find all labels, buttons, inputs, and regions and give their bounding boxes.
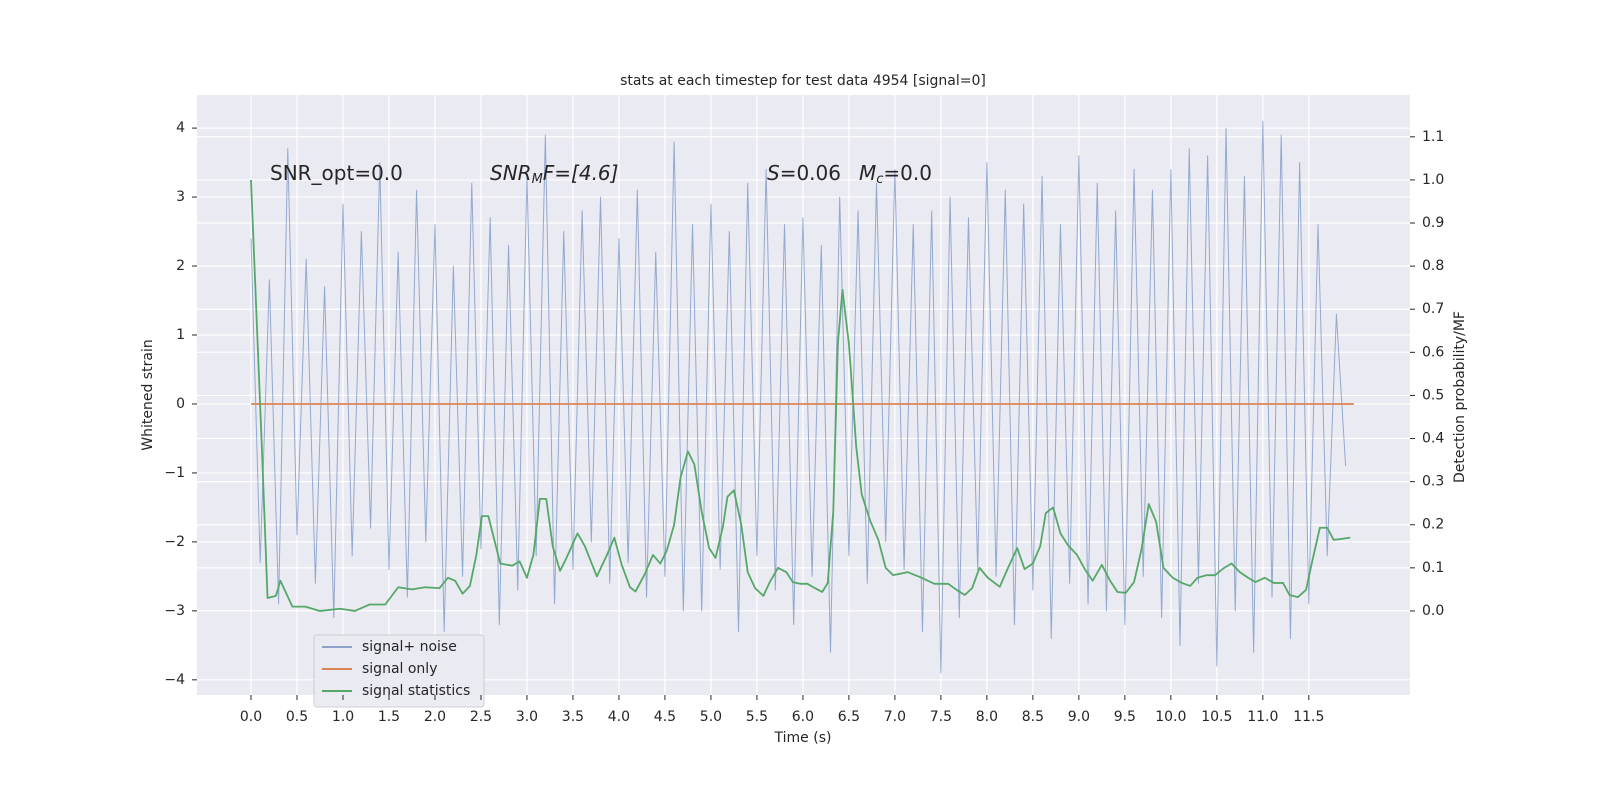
y2-tick-label: 0.9 <box>1422 215 1444 231</box>
y2-tick-label: 0.7 <box>1422 301 1444 317</box>
y-tick-label: −3 <box>164 603 185 619</box>
y-tick-label: −4 <box>164 672 185 688</box>
x-tick-label: 2.0 <box>424 709 446 725</box>
x-tick-label: 0.5 <box>286 709 308 725</box>
annotation: Mc=0.0 <box>859 161 932 187</box>
y-tick-label: 0 <box>176 396 185 412</box>
marks <box>250 120 1354 674</box>
x-tick-label: 8.5 <box>1022 709 1044 725</box>
annotation: SNR_opt=0.0 <box>270 161 403 185</box>
x-tick-label: 7.0 <box>884 709 906 725</box>
x-tick-label: 6.5 <box>838 709 860 725</box>
x-tick-label: 5.0 <box>700 709 722 725</box>
legend-label: signal+ noise <box>362 639 457 655</box>
x-tick-label: 1.5 <box>378 709 400 725</box>
y-tick-label: 1 <box>176 327 185 343</box>
legend-label: signal statistics <box>362 683 470 699</box>
y2-tick-label: 1.1 <box>1422 129 1444 145</box>
y-tick-label: 3 <box>176 189 185 205</box>
x-tick-label: 10.5 <box>1201 709 1232 725</box>
series-line <box>250 120 1347 674</box>
x-axis-label: Time (s) <box>774 730 832 746</box>
annotation: SNRMF=[4.6] <box>490 161 618 187</box>
x-tick-label: 5.5 <box>746 709 768 725</box>
y2-tick-label: 0.3 <box>1422 474 1444 490</box>
y2-tick-label: 1.0 <box>1422 172 1444 188</box>
x-tick-label: 11.5 <box>1293 709 1324 725</box>
y-tick-label: −1 <box>164 465 185 481</box>
y2-tick-label: 0.6 <box>1422 344 1444 360</box>
y2-tick-label: 0.0 <box>1422 603 1444 619</box>
x-tick-label: 10.0 <box>1155 709 1186 725</box>
y-tick-label: 4 <box>176 120 185 136</box>
x-tick-label: 3.5 <box>562 709 584 725</box>
x-tick-label: 0.0 <box>240 709 262 725</box>
series-line <box>250 179 1351 612</box>
y2-axis-label: Detection probability/MF <box>1452 311 1468 483</box>
legend-label: signal only <box>362 661 437 677</box>
y2-tick-label: 0.2 <box>1422 517 1444 533</box>
chart-title: stats at each timestep for test data 495… <box>620 73 986 89</box>
x-tick-label: 1.0 <box>332 709 354 725</box>
y-tick-label: −2 <box>164 534 185 550</box>
y2-tick-label: 0.8 <box>1422 258 1444 274</box>
x-tick-label: 9.5 <box>1114 709 1136 725</box>
x-tick-label: 8.0 <box>976 709 998 725</box>
legend-box <box>313 634 485 708</box>
x-tick-label: 9.0 <box>1068 709 1090 725</box>
x-tick-label: 4.5 <box>654 709 676 725</box>
x-tick-label: 3.0 <box>516 709 538 725</box>
x-tick-label: 4.0 <box>608 709 630 725</box>
y2-tick-label: 0.5 <box>1422 387 1444 403</box>
x-tick-label: 7.5 <box>930 709 952 725</box>
y-tick-label: 2 <box>176 258 185 274</box>
x-tick-label: 6.0 <box>792 709 814 725</box>
legend: signal+ noise signal only signal statistic… <box>313 634 485 708</box>
y-axis-label: Whitened strain <box>140 339 156 450</box>
x-tick-label: 2.5 <box>470 709 492 725</box>
annotation: S=0.06 <box>767 161 841 185</box>
x-tick-label: 11.0 <box>1247 709 1278 725</box>
y2-tick-label: 0.1 <box>1422 560 1444 576</box>
y2-tick-label: 0.4 <box>1422 431 1444 447</box>
